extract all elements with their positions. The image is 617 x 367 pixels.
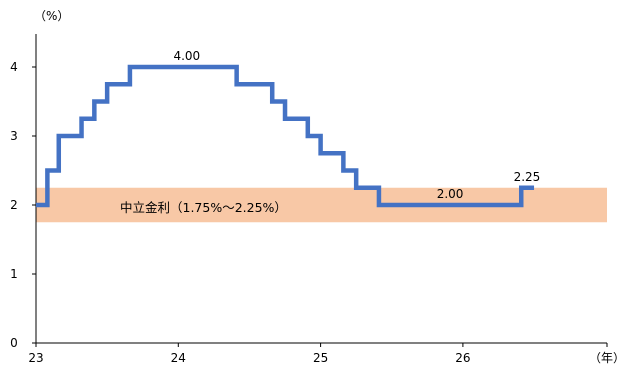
series-data-label: 4.00 [173, 49, 200, 63]
policy-rate-series-line [36, 64, 535, 208]
y-tick-label: 2 [10, 198, 18, 212]
y-tick-label: 0 [10, 336, 18, 350]
x-tick-label: 23 [28, 351, 43, 365]
y-tick-label: 3 [10, 129, 18, 143]
series-data-label: 2.25 [514, 170, 541, 184]
x-tick-label: 24 [171, 351, 186, 365]
y-axis-unit-label: （%） [34, 9, 69, 23]
neutral-rate-band-label: 中立金利（1.75%～2.25%） [120, 200, 287, 215]
x-tick-label: 26 [455, 351, 470, 365]
x-tick-label: 25 [313, 351, 328, 365]
x-axis-unit-label: （年） [589, 351, 617, 365]
series-data-label: 2.00 [437, 187, 464, 201]
y-tick-label: 4 [10, 60, 18, 74]
y-tick-label: 1 [10, 267, 18, 281]
